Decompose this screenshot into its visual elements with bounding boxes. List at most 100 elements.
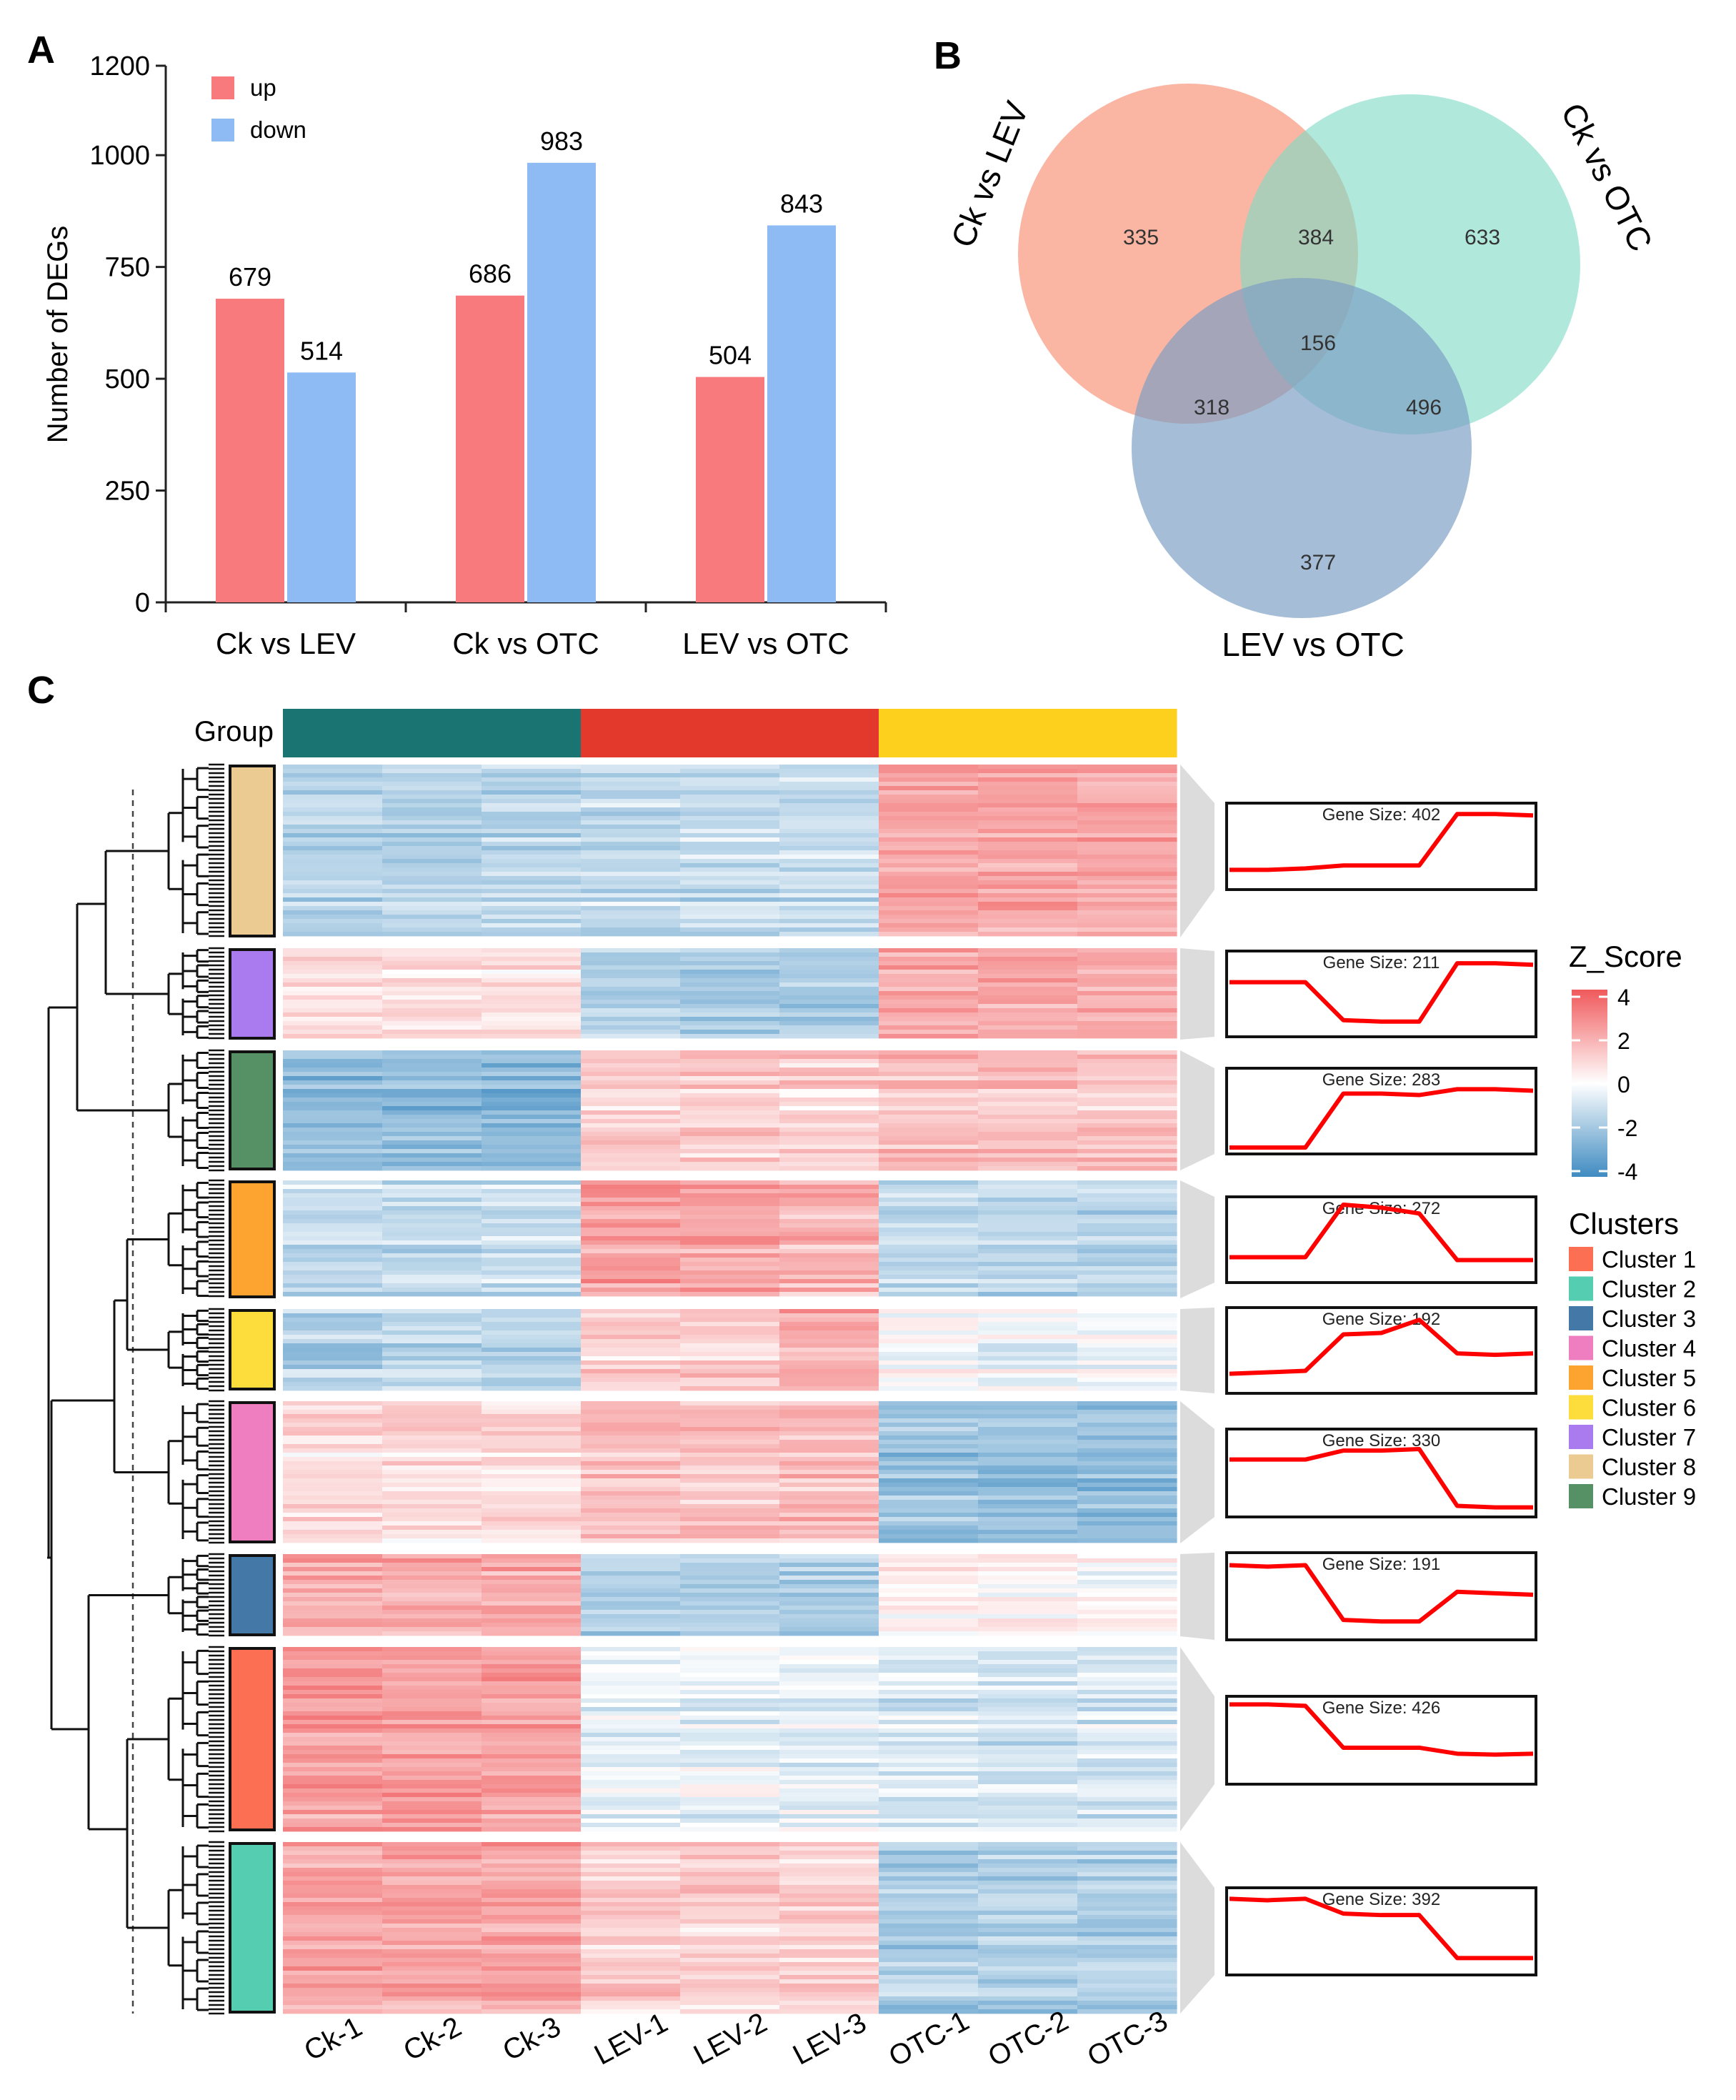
heatmap-cell <box>382 1588 482 1593</box>
heatmap-cell <box>879 1059 979 1064</box>
heatmap-cell <box>978 1936 1078 1941</box>
heatmap-cell <box>1077 1483 1177 1488</box>
heatmap-cell <box>482 1788 582 1793</box>
heatmap-cell <box>283 1996 383 2001</box>
heatmap-cell <box>581 1030 681 1035</box>
heatmap-cell <box>680 1356 780 1361</box>
heatmap-cell <box>779 1444 879 1449</box>
heatmap-cell <box>680 1223 780 1228</box>
heatmap-cell <box>680 1063 780 1068</box>
heatmap-cell <box>779 1330 879 1335</box>
heatmap-cell <box>482 1707 582 1712</box>
heatmap-cell <box>978 842 1078 847</box>
heatmap-cell <box>482 1584 582 1589</box>
heatmap-cell <box>581 1563 681 1568</box>
heatmap-cell <box>482 1202 582 1207</box>
heatmap-cell <box>283 1606 383 1611</box>
heatmap-cell <box>680 1806 780 1811</box>
heatmap-cell <box>978 1098 1078 1103</box>
heatmap-cell <box>581 1885 681 1890</box>
heatmap-cell <box>978 1508 1078 1513</box>
heatmap-cell <box>283 1894 383 1899</box>
heatmap-cell <box>1077 1288 1177 1293</box>
heatmap-cell <box>482 1085 582 1090</box>
heatmap-cell <box>482 777 582 782</box>
cluster-connector <box>1180 1401 1214 1543</box>
venn-label-lev-vs-otc: LEV vs OTC <box>1222 626 1405 663</box>
heatmap-cell <box>482 1453 582 1458</box>
heatmap-cell <box>482 1262 582 1267</box>
heatmap-cell <box>879 1558 979 1563</box>
heatmap-cell <box>680 1610 780 1615</box>
heatmap-cell <box>879 1754 979 1759</box>
heatmap-cell <box>581 1788 681 1793</box>
heatmap-cell <box>1077 850 1177 855</box>
heatmap-cell <box>482 965 582 970</box>
heatmap-cell <box>879 1102 979 1107</box>
heatmap-cell <box>283 1106 383 1111</box>
heatmap-cell <box>1077 1373 1177 1378</box>
heatmap-cell <box>978 1106 1078 1111</box>
heatmap-cell <box>581 1249 681 1254</box>
heatmap-cell <box>382 915 482 920</box>
heatmap-cell <box>581 1270 681 1275</box>
heatmap-cell <box>482 1656 582 1661</box>
heatmap-cell <box>879 915 979 920</box>
heatmap-cell <box>978 1737 1078 1742</box>
heatmap-cell <box>581 842 681 847</box>
heatmap-cell <box>283 1369 383 1374</box>
heatmap-cell <box>283 1270 383 1275</box>
heatmap-cell <box>978 1924 1078 1929</box>
heatmap-cell <box>779 1647 879 1652</box>
heatmap-cell <box>581 1089 681 1094</box>
heatmap-cell <box>1077 1435 1177 1440</box>
heatmap-cell <box>581 1180 681 1185</box>
heatmap-cell <box>978 1855 1078 1860</box>
heatmap-cell <box>581 1189 681 1194</box>
heatmap-cell <box>283 837 383 842</box>
heatmap-cell <box>1077 1793 1177 1798</box>
heatmap-cell <box>581 1483 681 1488</box>
heatmap-cell <box>978 1279 1078 1284</box>
heatmap-cell <box>1077 1180 1177 1185</box>
heatmap-cell <box>382 1526 482 1531</box>
heatmap-cell <box>382 1343 482 1348</box>
heatmap-cell <box>581 1902 681 1907</box>
heatmap-cell <box>779 1651 879 1656</box>
heatmap-cell <box>1077 1266 1177 1271</box>
heatmap-cell <box>581 1021 681 1026</box>
heatmap-cell <box>879 1279 979 1284</box>
heatmap-cell <box>382 1992 482 1997</box>
heatmap-cell <box>482 897 582 902</box>
heatmap-cell <box>879 1266 979 1271</box>
heatmap-cell <box>482 1728 582 1733</box>
heatmap-cell <box>978 1348 1078 1353</box>
heatmap-cell <box>978 1941 1078 1946</box>
heatmap-cell <box>879 919 979 924</box>
heatmap-cell <box>978 1660 1078 1665</box>
heatmap-cell <box>680 790 780 795</box>
heatmap-cell <box>581 1115 681 1120</box>
heatmap-cell <box>680 1193 780 1198</box>
heatmap-cell <box>779 1941 879 1946</box>
heatmap-cell <box>482 1733 582 1738</box>
heatmap-cell <box>581 1034 681 1039</box>
heatmap-cell <box>879 1571 979 1576</box>
heatmap-cell <box>978 1526 1078 1531</box>
heatmap-cell <box>779 1558 879 1563</box>
heatmap-cell <box>779 1889 879 1894</box>
heatmap-cell <box>382 1288 482 1293</box>
heatmap-cell <box>482 1414 582 1419</box>
heatmap-cell <box>978 1631 1078 1636</box>
heatmap-cell <box>382 1360 482 1365</box>
heatmap-cell <box>581 1059 681 1064</box>
heatmap-cell <box>283 1158 383 1163</box>
heatmap-cell <box>482 846 582 851</box>
panel-c: C Group Ck-1 Ck-2 Ck-3 LEV-1 LEV-2 LEV-3 OTC-1… <box>27 669 1696 2073</box>
venn-count-otc-overlap-right: 496 <box>1406 396 1442 419</box>
heatmap-cell <box>382 1275 482 1280</box>
heatmap-cell <box>1077 1414 1177 1419</box>
heatmap-cell <box>879 1313 979 1318</box>
heatmap-cell <box>680 1000 780 1005</box>
heatmap-cell <box>879 1335 979 1340</box>
